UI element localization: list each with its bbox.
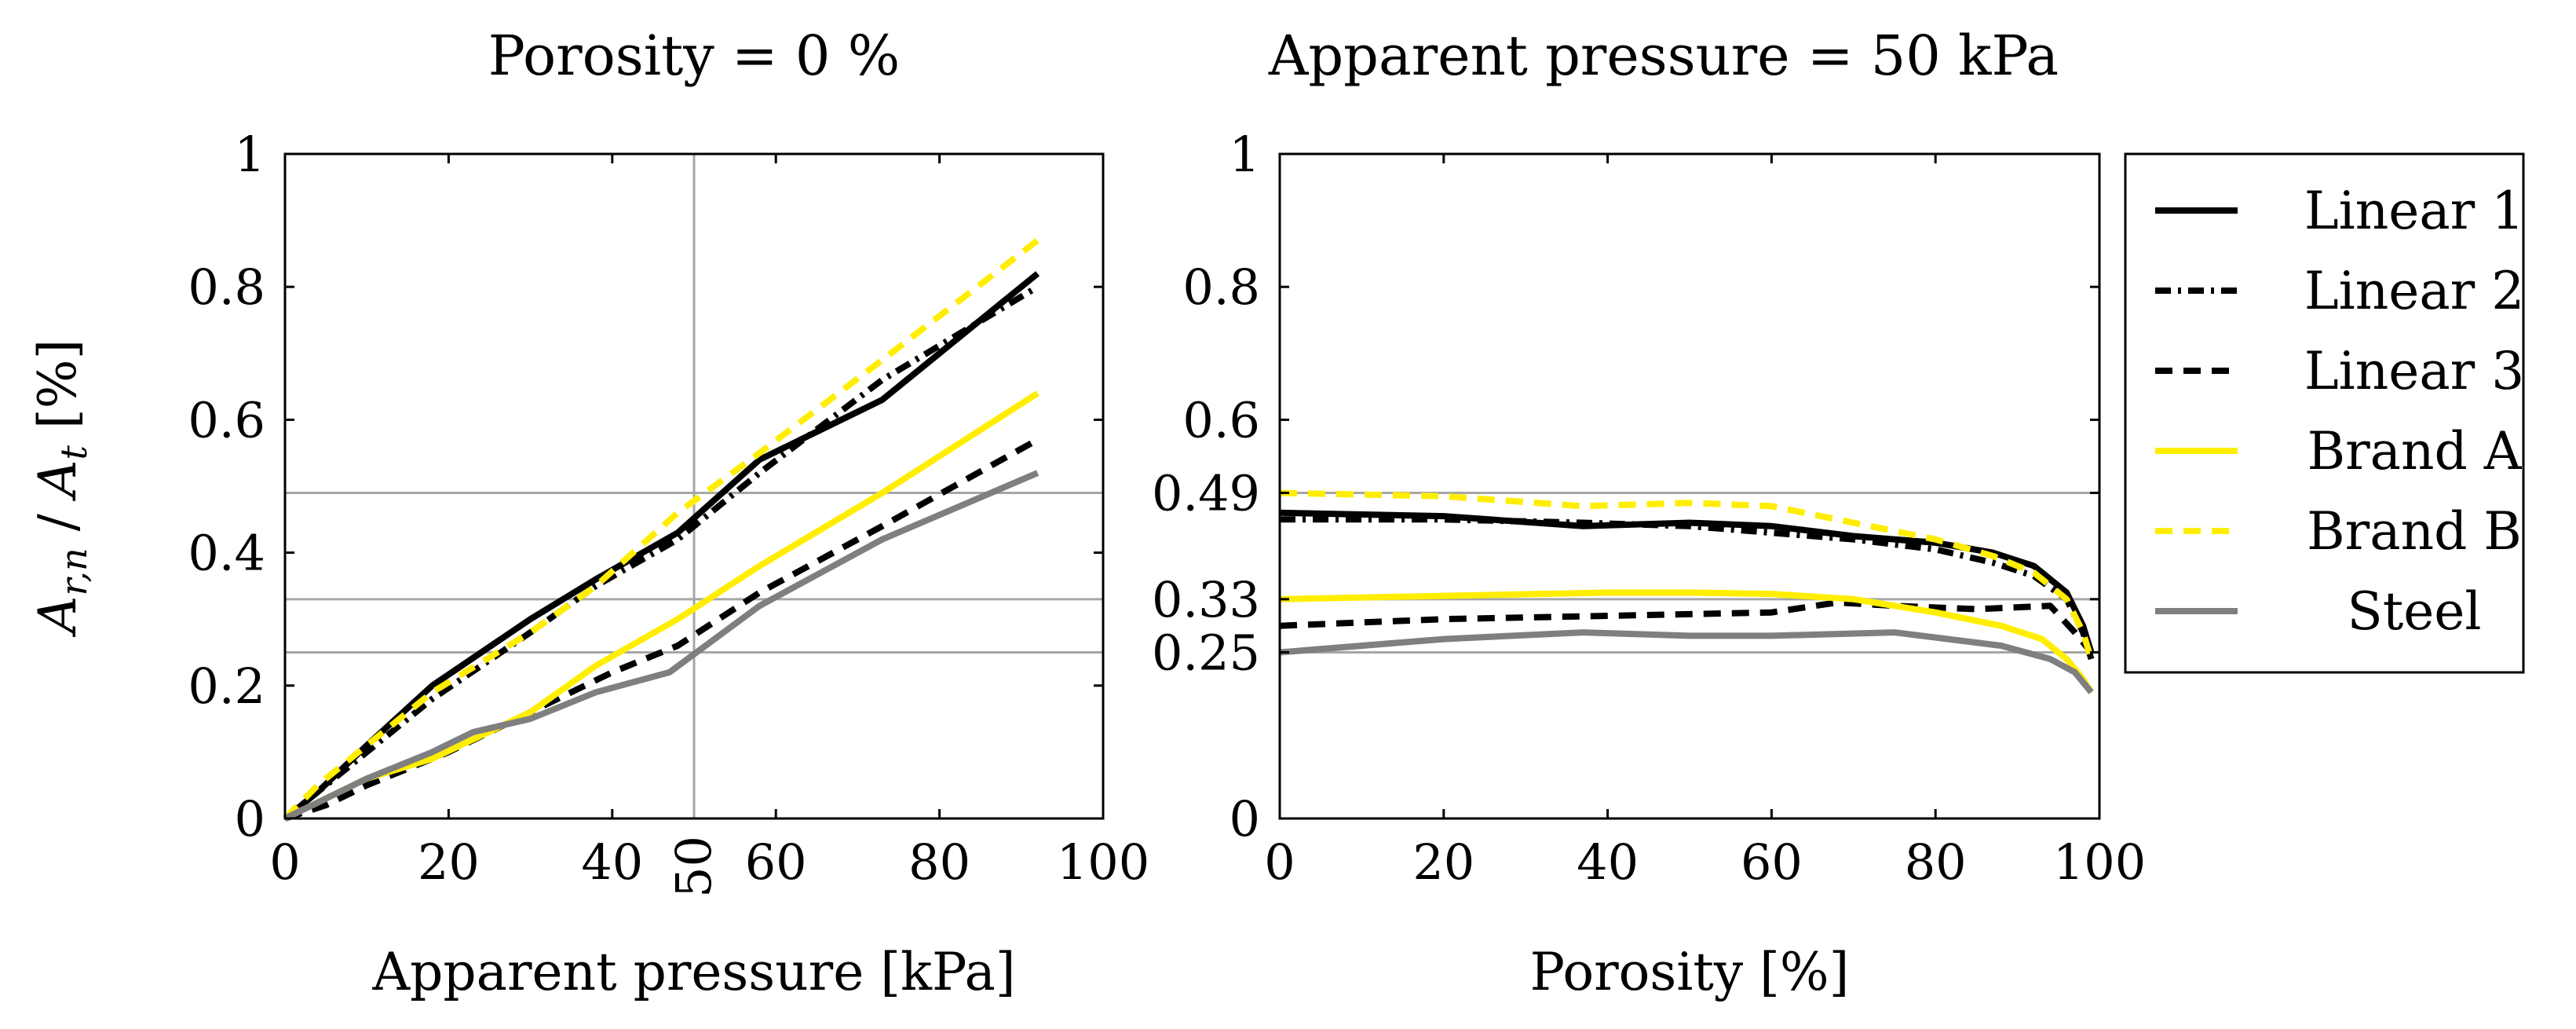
right-ytick-label: 0.33 [1152, 571, 1260, 628]
right-ytick-label: 0.49 [1152, 464, 1260, 522]
right-xtick-label: 100 [2053, 833, 2146, 891]
left-ytick-label: 0 [235, 790, 265, 848]
left-ticks: 0 20 40 60 80 100 0 0.2 0.4 0.6 0.8 1 50 [188, 126, 1149, 898]
left-series-group [283, 237, 1040, 822]
left-ytick-label: 0.8 [188, 258, 265, 316]
legend-label-linear-3: Linear 3 [2304, 341, 2524, 401]
right-ytick-label: 0.25 [1152, 624, 1260, 682]
left-xtick-label: 40 [581, 833, 643, 891]
left-series-steel [283, 470, 1040, 822]
right-xtick-label: 40 [1577, 833, 1639, 891]
legend: Linear 1 Linear 2 Linear 3 Brand A Brand B St… [2124, 152, 2525, 674]
right-ytick-label: 0.6 [1182, 391, 1260, 449]
legend-box [2124, 152, 2525, 674]
right-chart-title: Apparent pressure = 50 kPa [1268, 24, 2059, 88]
left-xtick-label: 0 [269, 833, 300, 891]
right-ytick-label: 0 [1230, 790, 1260, 848]
right-series-linear-1 [1279, 509, 2095, 654]
right-series-group [1279, 489, 2095, 694]
right-xtick-label: 20 [1412, 833, 1474, 891]
right-ytick-label: 1 [1230, 126, 1260, 183]
left-xtick-label: 100 [1057, 833, 1149, 891]
left-extra-xtick-label: 50 [665, 836, 722, 898]
y-label-sub2: t [53, 445, 95, 460]
left-ytick-label: 0.6 [188, 391, 265, 449]
left-xtick-label: 80 [908, 833, 970, 891]
legend-label-linear-2: Linear 2 [2304, 261, 2524, 321]
legend-label-linear-1: Linear 1 [2304, 181, 2524, 241]
left-chart-title: Porosity = 0 % [488, 24, 900, 88]
left-plot-frame [283, 152, 1105, 820]
left-ytick-label: 0.2 [188, 657, 265, 715]
legend-label-brand-a: Brand A [2307, 421, 2523, 482]
legend-label-brand-b: Brand B [2307, 501, 2522, 562]
right-ytick-label: 0.8 [1182, 258, 1260, 316]
left-grid [285, 154, 1103, 818]
legend-label-steel: Steel [2348, 581, 2482, 642]
y-label-a2: A [27, 460, 88, 502]
right-xtick-label: 80 [1905, 833, 1967, 891]
y-label-slash: / [27, 497, 88, 547]
right-series-steel [1279, 629, 2094, 694]
left-series-linear-3 [283, 437, 1040, 822]
right-xtick-label: 0 [1264, 833, 1295, 891]
right-series-linear-2 [1280, 516, 2095, 661]
y-label-a1: A [27, 596, 88, 639]
right-chart-panel: Apparent pressure = 50 kPa 0 20 40 60 80 1000… [1152, 24, 2146, 1002]
left-ytick-label: 0.4 [188, 525, 265, 582]
right-xtick-label: 60 [1741, 833, 1803, 891]
right-series-brand-a [1279, 589, 2095, 694]
right-ticks: 0 20 40 60 80 100 0 0.250.33 0.49 0.6 0.8 1 [1152, 126, 2146, 891]
left-xtick-label: 20 [418, 833, 480, 891]
left-xtick-label: 60 [745, 833, 807, 891]
left-series-brand-b [283, 237, 1040, 821]
left-x-axis-label: Apparent pressure [kPa] [371, 942, 1015, 1002]
left-ytick-label: 1 [235, 126, 265, 183]
right-x-axis-label: Porosity [%] [1530, 942, 1850, 1002]
y-label-unit: [%] [27, 339, 88, 445]
right-plot-frame [1278, 152, 2101, 820]
left-y-axis-label: Ar,n / At [%] [27, 339, 95, 638]
legend-entries: Linear 1 Linear 2 Linear 3 Brand A Brand B St… [2155, 181, 2524, 642]
y-label-sub1: r,n [53, 547, 95, 595]
left-chart-panel: Porosity = 0 % 0 20 40 60 80 100 0 0.2 0.4 0.6 0.8… [27, 24, 1149, 1002]
left-series-linear-2 [283, 284, 1040, 822]
left-series-brand-a [283, 390, 1040, 822]
